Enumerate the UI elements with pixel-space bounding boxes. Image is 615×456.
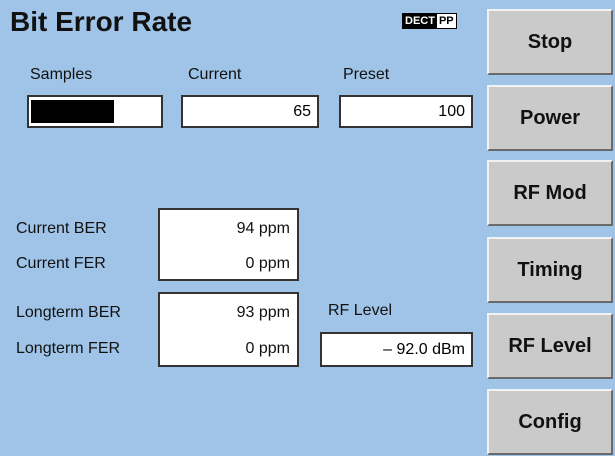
progress-fill [31,100,115,123]
button[interactable]: RF Level [487,313,613,379]
button[interactable]: Stop [487,9,613,75]
badge-text: DECT [403,14,437,28]
measurement-label: Longterm FER [16,340,121,357]
button[interactable]: Config [487,389,613,455]
label: Preset [343,66,390,83]
button[interactable]: Timing [487,237,613,303]
measurement-label: Current BER [16,220,107,237]
badge-text: PP [436,14,456,28]
value-box: 100 [339,95,473,128]
button[interactable]: RF Mod [487,160,613,226]
value-box: 65 [181,95,319,128]
ber-box [158,208,299,281]
measurement-value: 0 ppm [245,340,290,357]
badge: DECT PP [402,13,457,29]
measurement-label: Longterm BER [16,304,121,321]
ber-box [158,292,299,367]
label: Samples [30,66,93,83]
progress-box [27,95,163,128]
title: Bit Error Rate [10,6,193,37]
measurement-value: 0 ppm [245,255,290,272]
value-box: – 92.0 dBm [320,332,473,367]
measurement-value: 94 ppm [236,220,290,237]
measurement-value: 93 ppm [236,304,290,321]
button[interactable]: Power [487,85,613,151]
label: RF Level [328,302,393,319]
measurement-label: Current FER [16,255,106,272]
label: Current [188,66,242,83]
